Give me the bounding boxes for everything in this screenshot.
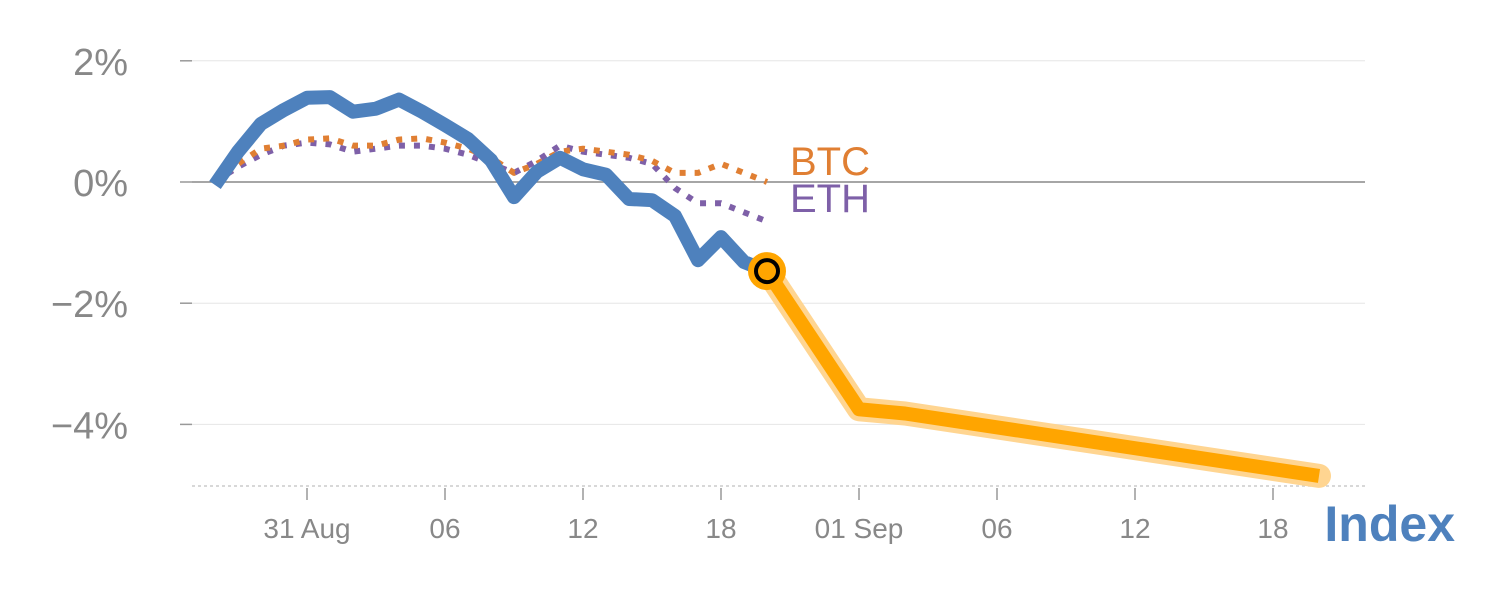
- projection-line: [761, 267, 1321, 483]
- y-axis: 2% 0% −2% −4%: [51, 42, 192, 447]
- y-tick-label: 0%: [73, 163, 128, 205]
- legend-label-btc: BTC: [790, 140, 870, 184]
- x-tick-label: 18: [1257, 513, 1288, 544]
- series-line-index: [209, 90, 770, 278]
- x-tick-label: 12: [1119, 513, 1150, 544]
- x-tick-label: 18: [705, 513, 736, 544]
- x-tick-label: 12: [567, 513, 598, 544]
- x-tick-label: 06: [981, 513, 1012, 544]
- x-tick-label: 31 Aug: [263, 513, 350, 544]
- legend-label-eth: ETH: [790, 177, 870, 221]
- y-tick-label: −4%: [51, 405, 128, 447]
- projection-glow: [755, 259, 1331, 488]
- current-point-ring: [754, 258, 780, 285]
- series-lines: [209, 90, 1331, 488]
- x-axis-label-index: Index: [1324, 496, 1455, 552]
- y-tick-label: −2%: [51, 284, 128, 326]
- x-tick-label: 06: [429, 513, 460, 544]
- y-tick-label: 2%: [73, 42, 128, 84]
- x-tick-label: 01 Sep: [815, 513, 904, 544]
- x-axis: 31 Aug 06 12 18 01 Sep 06 12 18: [263, 488, 1289, 544]
